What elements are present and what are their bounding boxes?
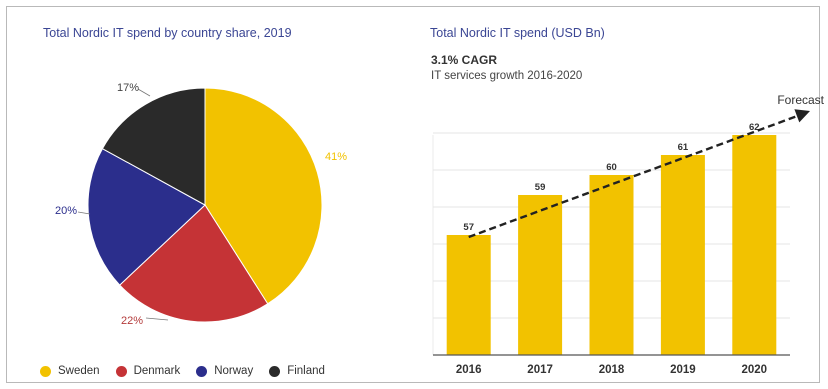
cagr-note: IT services growth 2016-2020	[431, 70, 583, 82]
legend-swatch-finland	[269, 365, 281, 377]
pie-leader-finland	[137, 88, 151, 97]
legend-label-norway: Norway	[214, 365, 254, 377]
x-tick-label-2020: 2020	[742, 364, 768, 376]
legend-label-sweden: Sweden	[58, 365, 100, 377]
legend-swatch-denmark	[115, 365, 127, 377]
legend-swatch-norway	[196, 365, 208, 377]
pie-slice-norway	[87, 147, 206, 286]
pie-label-sweden: 41%	[325, 151, 347, 163]
bar-2020	[732, 135, 777, 355]
bar-2018	[589, 175, 634, 355]
bar-value-label-2019: 61	[678, 142, 689, 153]
bar-value-label-2016: 57	[463, 222, 474, 233]
bar-2019	[660, 155, 705, 355]
pie-legend: Sweden Denmark Norway Finland	[40, 365, 341, 377]
legend-label-finland: Finland	[287, 365, 325, 377]
pie-label-denmark: 22%	[121, 315, 143, 327]
legend-item-sweden: Sweden	[40, 365, 100, 377]
pie-slice-finland	[101, 87, 206, 206]
pie-slice-denmark	[119, 204, 269, 323]
legend-swatch-sweden	[40, 365, 51, 377]
bar-chart-title: Total Nordic IT spend (USD Bn)	[430, 26, 605, 40]
pie-leader-norway	[77, 211, 91, 215]
bar-value-label-2020: 62	[749, 122, 760, 133]
forecast-trend-line	[468, 113, 801, 239]
legend-item-norway: Norway	[196, 365, 253, 377]
bar-value-label-2018: 60	[606, 162, 617, 173]
forecast-label: Forecast	[777, 93, 824, 107]
x-tick-label-2017: 2017	[527, 364, 553, 376]
x-tick-label-2019: 2019	[670, 364, 696, 376]
cagr-label: 3.1% CAGR	[431, 53, 498, 67]
legend-item-denmark: Denmark	[115, 365, 181, 377]
bar-value-label-2017: 59	[535, 182, 546, 193]
x-tick-label-2018: 2018	[599, 364, 625, 376]
legend-item-finland: Finland	[269, 365, 325, 377]
pie-label-norway: 20%	[55, 205, 77, 217]
pie-leader-denmark	[145, 317, 169, 321]
bar-2016	[446, 235, 491, 355]
pie-chart-title: Total Nordic IT spend by country share, …	[43, 26, 292, 40]
pie-label-finland: 17%	[117, 82, 139, 94]
pie-slice-sweden	[204, 87, 323, 305]
forecast-arrow-head	[794, 109, 810, 123]
x-tick-label-2016: 2016	[456, 364, 482, 376]
legend-label-denmark: Denmark	[133, 365, 181, 377]
bar-2017	[518, 195, 563, 355]
